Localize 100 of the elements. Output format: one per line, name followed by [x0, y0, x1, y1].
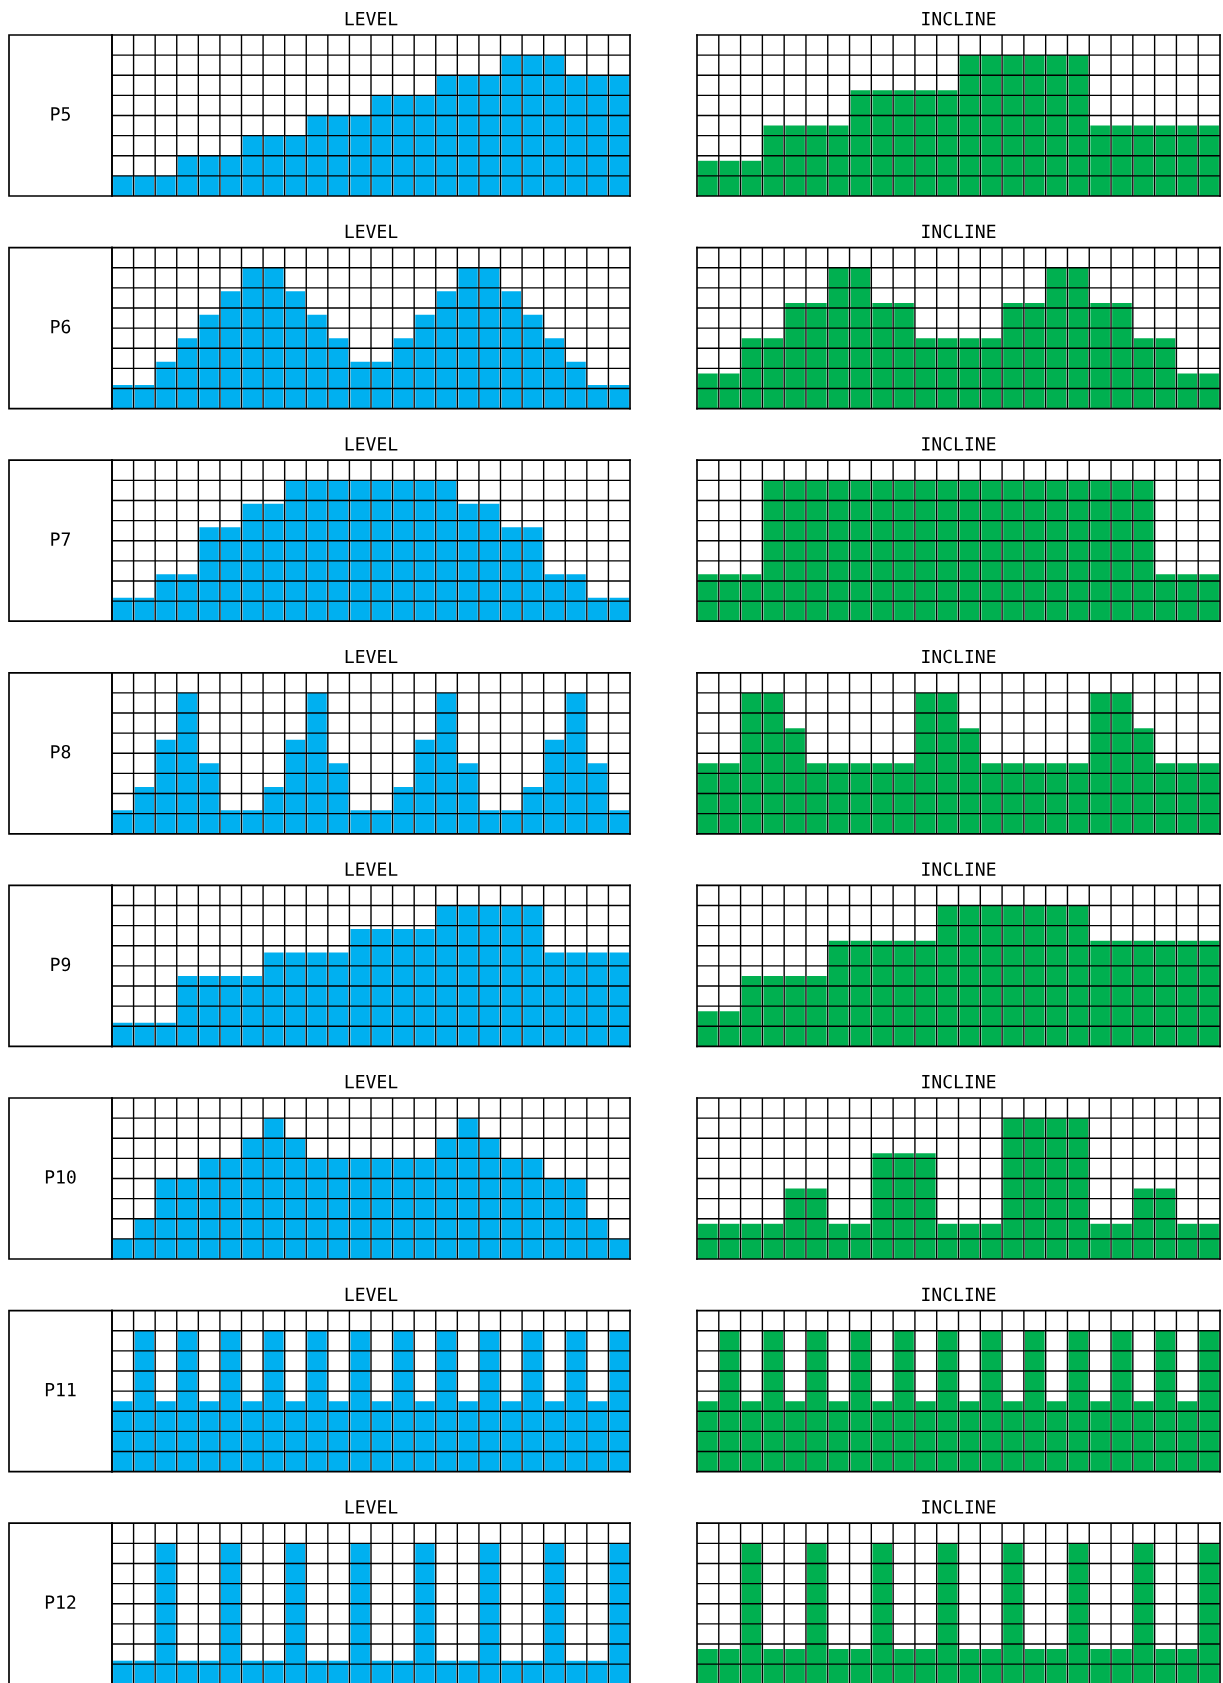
bar: [264, 1118, 284, 1259]
y-axis-title: P7: [51, 532, 71, 546]
bar: [1046, 1118, 1067, 1259]
bar: [480, 905, 500, 1047]
bar: [566, 361, 586, 409]
bar: [307, 480, 327, 622]
bar: [1133, 125, 1154, 196]
bar: [1003, 302, 1023, 409]
bar: [894, 940, 914, 1047]
bar: [698, 1223, 718, 1259]
bar: [523, 786, 543, 834]
bar: [1046, 55, 1067, 196]
chart-title: INCLINE: [922, 224, 996, 239]
y-axis-title: P6: [51, 319, 71, 334]
bar: [1133, 338, 1154, 409]
bar: [264, 503, 284, 622]
bar: [1112, 302, 1132, 409]
y-axis-title: P12: [45, 1595, 76, 1609]
bar: [981, 55, 1001, 196]
bar: [959, 905, 980, 1047]
bar: [1024, 55, 1045, 196]
bar: [609, 75, 629, 196]
bar: [566, 692, 586, 834]
bar: [1003, 905, 1023, 1047]
bar: [916, 90, 936, 196]
bar: [328, 763, 349, 834]
bar: [587, 75, 608, 196]
bar: [763, 338, 784, 409]
bar: [264, 786, 284, 834]
bar: [393, 786, 414, 834]
bar: [199, 1158, 219, 1259]
bar: [307, 692, 327, 834]
bar: [177, 975, 198, 1047]
bar: [916, 338, 936, 409]
bar: [285, 739, 306, 834]
bar: [785, 1188, 805, 1259]
chart-title: INCLINE: [922, 649, 996, 664]
bar: [285, 952, 306, 1047]
bar: [199, 763, 219, 834]
bar: [566, 1178, 586, 1259]
bar: [937, 338, 958, 409]
bar: [544, 739, 565, 834]
bar: [501, 905, 521, 1047]
bar: [372, 361, 392, 409]
bar: [872, 302, 893, 409]
bar: [156, 361, 176, 409]
bar: [566, 574, 586, 622]
bar: [393, 1158, 414, 1259]
bar: [328, 480, 349, 622]
bar: [134, 1218, 155, 1259]
bar: [1112, 125, 1132, 196]
bar: [436, 291, 457, 409]
bar: [959, 338, 980, 409]
bar: [199, 155, 219, 196]
bar: [436, 1138, 457, 1259]
bar: [156, 1022, 176, 1047]
bar: [350, 480, 370, 622]
bar: [1133, 1188, 1154, 1259]
bar: [523, 905, 543, 1047]
bar: [609, 385, 629, 409]
bar: [981, 1223, 1001, 1259]
bar: [134, 1022, 155, 1047]
bar: [981, 905, 1001, 1047]
bar: [544, 55, 565, 196]
bar: [544, 1178, 565, 1259]
bar: [156, 574, 176, 622]
y-axis-title: P10: [45, 1170, 76, 1184]
bar: [566, 952, 586, 1047]
bar: [415, 929, 435, 1047]
bar: [1068, 1118, 1089, 1259]
bar: [785, 302, 805, 409]
bar: [719, 1011, 740, 1047]
bar: [458, 905, 478, 1047]
bar: [1133, 940, 1154, 1047]
chart-title: LEVEL: [345, 437, 398, 451]
bar: [307, 314, 327, 409]
chart-title: LEVEL: [345, 12, 398, 26]
chart-title: LEVEL: [345, 1287, 398, 1301]
bar: [372, 810, 392, 834]
bar: [872, 90, 893, 196]
bar: [544, 952, 565, 1047]
bar: [372, 929, 392, 1047]
bar: [872, 940, 893, 1047]
chart-title: LEVEL: [345, 224, 398, 238]
bar: [609, 1238, 629, 1259]
bar: [242, 810, 262, 834]
y-axis-title: P5: [51, 107, 70, 121]
bar: [1090, 302, 1110, 409]
bar: [199, 975, 219, 1047]
y-axis-title: P9: [51, 957, 71, 972]
bar: [350, 361, 370, 409]
bar: [372, 1158, 392, 1259]
bar: [480, 503, 500, 622]
bar: [937, 905, 958, 1047]
bar: [307, 1158, 327, 1259]
bar: [134, 786, 155, 834]
bar: [1199, 125, 1219, 196]
bar: [587, 385, 608, 409]
bar: [307, 115, 327, 196]
bar: [480, 75, 500, 196]
